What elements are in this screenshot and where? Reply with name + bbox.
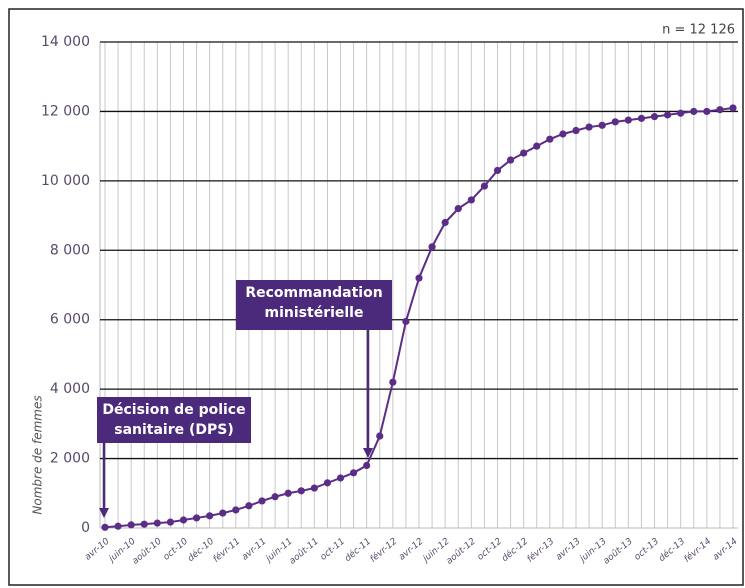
data-point [153, 519, 161, 527]
y-tick-label: 6 000 [50, 312, 90, 328]
data-point [650, 113, 659, 121]
data-point [101, 523, 109, 531]
data-point [349, 469, 358, 477]
data-point [637, 114, 646, 122]
data-point [114, 522, 122, 530]
annotation-text: Décision de police [102, 402, 245, 418]
data-point [559, 130, 567, 138]
data-point [310, 484, 318, 492]
data-point [598, 121, 606, 129]
y-axis-label: Nombre de femmes [31, 395, 45, 514]
y-tick-label: 14 000 [41, 34, 90, 50]
data-point [428, 243, 436, 251]
y-tick-label: 8 000 [50, 242, 90, 258]
y-tick-label: 4 000 [50, 381, 90, 397]
data-point [677, 109, 685, 117]
data-point [166, 518, 175, 526]
data-point [585, 123, 593, 131]
data-point [611, 118, 619, 126]
data-point [572, 126, 580, 135]
data-point [336, 474, 345, 482]
annotation-box [236, 280, 392, 330]
data-point [480, 182, 489, 190]
data-point [245, 502, 253, 510]
data-point [506, 156, 515, 164]
data-point [624, 116, 632, 124]
data-point [192, 514, 201, 522]
y-tick-label: 10 000 [41, 173, 90, 189]
data-point [376, 432, 384, 440]
data-point [441, 218, 449, 227]
y-tick-label: 12 000 [41, 103, 90, 119]
data-point [703, 107, 711, 116]
arrow-head [99, 508, 109, 518]
data-point [520, 149, 528, 157]
annotation-text: sanitaire (DPS) [114, 422, 234, 438]
y-tick-label: 0 [81, 520, 90, 536]
data-point [546, 135, 554, 143]
annotation-text: Recommandation [245, 285, 382, 301]
data-point [454, 205, 462, 213]
data-point [716, 106, 724, 114]
data-point [284, 489, 292, 497]
data-point [493, 166, 502, 175]
data-point [258, 497, 266, 505]
data-point [140, 520, 148, 528]
data-point [271, 493, 279, 501]
data-point [232, 506, 240, 514]
data-point [363, 461, 371, 470]
data-point [402, 317, 410, 326]
data-point [323, 479, 332, 487]
y-tick-label: 2 000 [50, 451, 90, 467]
arrow-head [363, 448, 373, 458]
data-point [690, 107, 698, 116]
data-point [467, 196, 475, 204]
data-point [663, 111, 672, 119]
data-point [179, 516, 188, 524]
data-point [297, 487, 305, 495]
data-point [127, 521, 135, 529]
data-point [219, 509, 227, 517]
annotation-text: ministérielle [265, 305, 364, 321]
data-point [415, 274, 423, 282]
data-point [729, 104, 737, 112]
data-point [206, 512, 214, 520]
note: n = 12 126 [662, 23, 735, 38]
data-point [533, 142, 541, 150]
data-point [389, 378, 397, 386]
annotation-box [97, 397, 251, 443]
